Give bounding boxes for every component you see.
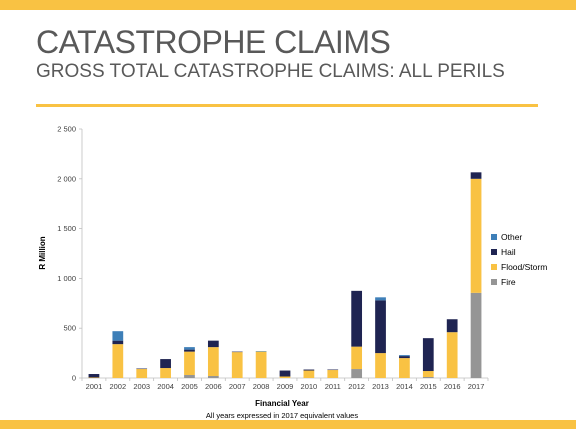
legend-label: Flood/Storm xyxy=(501,262,547,272)
bar-segment xyxy=(207,340,219,348)
x-tick-label: 2011 xyxy=(325,382,341,391)
bottom-accent-bar xyxy=(0,420,576,429)
chart-legend: Other Hail Flood/Storm Fire xyxy=(491,232,547,287)
top-accent-bar xyxy=(0,0,576,10)
bar-segment xyxy=(422,377,434,378)
bar-segment xyxy=(399,355,410,357)
y-tick-label: 1 500 xyxy=(57,224,76,233)
bar-segment xyxy=(112,344,124,378)
bar-segment xyxy=(231,352,243,378)
y-axis-title: R Million xyxy=(38,236,47,269)
x-tick-label: 2017 xyxy=(468,382,485,391)
bar-segment xyxy=(351,346,363,370)
legend-label: Other xyxy=(501,232,522,242)
bar-segment xyxy=(184,375,195,378)
bar-segment xyxy=(399,358,410,378)
bar-segment xyxy=(207,376,219,378)
x-tick-label: 2002 xyxy=(109,382,126,391)
y-tick-label: 2 500 xyxy=(57,125,76,134)
bar-segment xyxy=(351,369,363,378)
x-tick-label: 2001 xyxy=(86,382,103,391)
bar-segment xyxy=(470,292,482,378)
bar-segment xyxy=(351,290,363,347)
slide-subtitle: GROSS TOTAL CATASTROPHE CLAIMS: ALL PERI… xyxy=(36,61,505,82)
bar-segment xyxy=(446,332,458,378)
x-tick-label: 2005 xyxy=(181,382,198,391)
bar-segment xyxy=(112,340,124,345)
y-tick-labels: 0 500 1 000 1 500 2 000 2 500 xyxy=(57,125,82,383)
x-tick-label: 2012 xyxy=(348,382,365,391)
bar-segment xyxy=(184,351,195,376)
bar-segment xyxy=(207,347,219,377)
legend-label: Hail xyxy=(501,247,516,257)
bar-segment xyxy=(422,338,434,372)
x-tick-labels: 2001 2002 2003 2004 2005 2006 2007 2008 2009 2010… xyxy=(81,378,489,391)
x-tick-label: 2016 xyxy=(444,382,461,391)
legend-swatch xyxy=(491,234,497,240)
x-tick-label: 2015 xyxy=(420,382,437,391)
legend-swatch xyxy=(491,279,497,285)
bar-segment xyxy=(303,370,315,378)
y-tick-label: 2 000 xyxy=(57,174,76,183)
x-tick-label: 2004 xyxy=(157,382,174,391)
bar-segment xyxy=(88,374,100,378)
x-axis-title: Financial Year xyxy=(255,399,309,408)
bar-segment xyxy=(279,370,291,377)
bar-segment xyxy=(375,297,386,301)
x-tick-label: 2009 xyxy=(277,382,294,391)
bar-segment xyxy=(422,371,434,378)
bar-segment xyxy=(112,331,124,341)
bar-segment xyxy=(160,359,171,369)
x-tick-label: 2014 xyxy=(396,382,413,391)
bar-segment xyxy=(160,368,171,378)
bar-segment xyxy=(470,178,482,293)
chart-footnote: All years expressed in 2017 equivalent v… xyxy=(206,411,358,420)
bar-segment xyxy=(303,369,315,371)
x-tick-label: 2003 xyxy=(133,382,150,391)
bar-segment xyxy=(446,319,458,333)
bar-segment xyxy=(279,376,291,378)
bar-segment xyxy=(184,349,195,352)
legend-label: Fire xyxy=(501,277,516,287)
bar-segment xyxy=(136,369,148,378)
title-divider xyxy=(36,104,538,107)
chart-bars xyxy=(88,172,482,378)
legend-swatch xyxy=(491,264,497,270)
x-tick-label: 2010 xyxy=(301,382,318,391)
bar-segment xyxy=(184,347,195,350)
x-tick-label: 2013 xyxy=(372,382,389,391)
bar-segment xyxy=(399,356,410,359)
bar-segment xyxy=(375,353,386,378)
x-tick-label: 2007 xyxy=(229,382,246,391)
bar-segment xyxy=(470,172,482,179)
slide-title: CATASTROPHE CLAIMS xyxy=(36,24,391,60)
legend-swatch xyxy=(491,249,497,255)
x-tick-label: 2008 xyxy=(253,382,270,391)
bar-segment xyxy=(375,300,386,354)
y-tick-label: 1 000 xyxy=(57,274,76,283)
y-tick-label: 500 xyxy=(63,324,76,333)
bar-segment xyxy=(255,351,267,378)
y-tick-label: 0 xyxy=(72,374,76,383)
bar-segment xyxy=(327,370,339,378)
x-tick-label: 2006 xyxy=(205,382,222,391)
